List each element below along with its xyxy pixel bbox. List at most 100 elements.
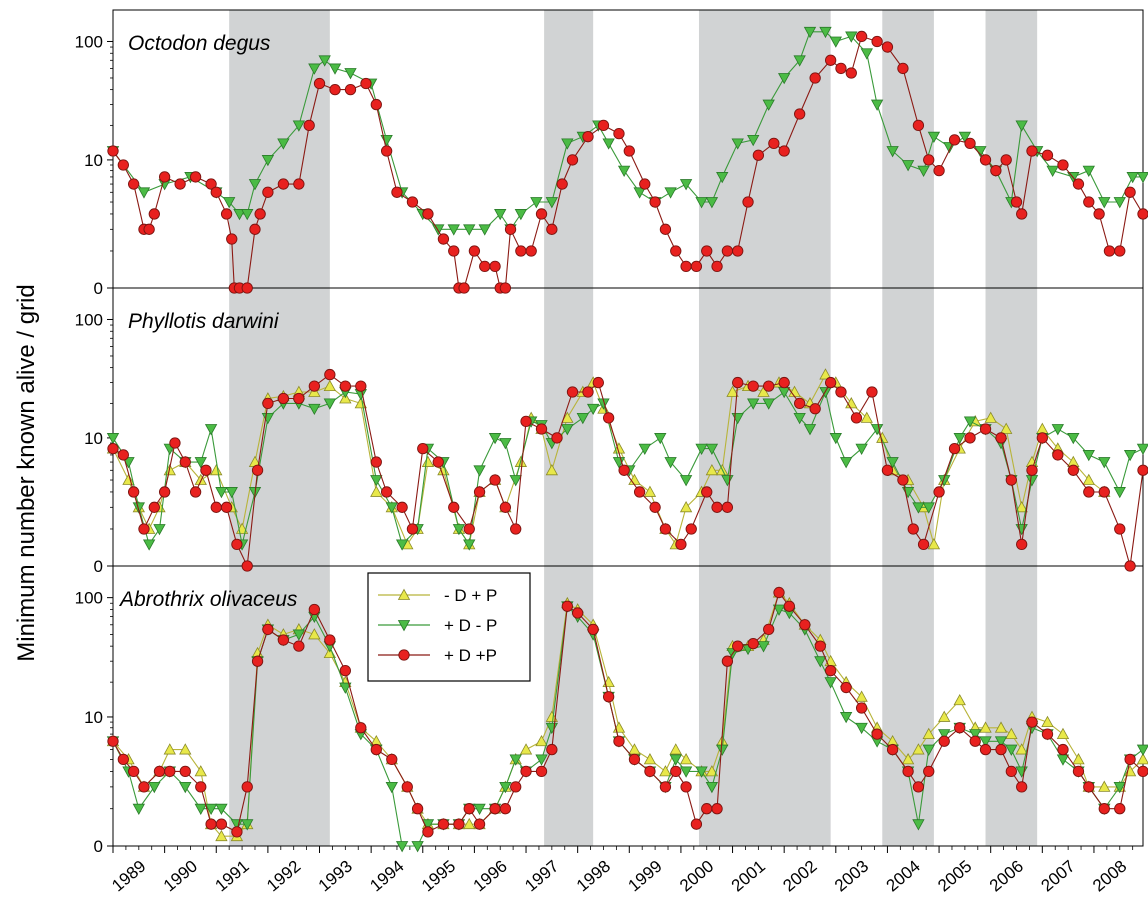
data-point [561,138,574,150]
data-point [514,209,528,221]
data-point [716,172,729,184]
data-point [313,77,326,90]
data-point [535,423,548,435]
data-point [963,416,977,428]
data-point [370,485,383,497]
data-point [659,223,672,235]
data-point [360,77,372,90]
data-point [277,138,290,150]
data-point [917,165,930,177]
data-point [933,164,945,177]
data-point [572,607,584,619]
data-point [138,523,150,535]
data-point [592,376,604,389]
legend-label: + D - P [444,616,497,635]
data-point [814,640,826,652]
data-point [422,826,434,838]
data-point [397,620,411,632]
data-point [494,209,507,221]
data-point [293,640,305,652]
data-point [163,743,176,755]
data-point [241,282,253,294]
data-point [215,818,228,830]
data-point [396,501,408,513]
y-tick-label: 0 [94,837,103,856]
data-point [1098,780,1111,792]
data-point [395,841,409,853]
y-tick-label: 0 [94,557,103,576]
data-point [241,781,253,793]
x-tick-label: 2005 [934,857,975,896]
panel-title: Octodon degus [128,32,271,55]
x-tick-label: 1994 [366,857,407,896]
data-point [772,604,786,616]
x-tick-label: 1989 [108,857,149,896]
data-point [200,464,212,476]
data-point [747,398,760,410]
data-point [535,208,548,220]
data-point [1051,424,1064,436]
data-point [220,501,233,513]
data-point [510,781,522,793]
data-point [520,765,532,778]
data-point [1082,473,1095,485]
data-point [222,197,236,209]
data-point [886,146,899,158]
data-point [799,619,811,631]
data-point [1041,715,1054,727]
data-point [277,634,290,646]
data-point [261,155,275,167]
data-point [241,209,254,221]
data-point [835,386,847,398]
data-point [535,734,548,747]
data-point [829,433,842,445]
data-point [582,131,594,143]
data-point [602,412,615,424]
data-point [670,765,682,778]
data-point [1056,727,1070,739]
data-point [794,108,806,120]
data-point [251,655,264,667]
data-point [406,196,419,208]
data-point [639,178,651,190]
data-point [339,682,352,694]
data-point [814,656,827,668]
data-point [732,640,744,652]
data-point [142,539,156,551]
data-point [354,397,367,409]
data-point [881,41,894,53]
data-point [701,803,713,815]
data-point [721,245,734,257]
data-point [158,486,171,498]
data-point [679,766,693,778]
data-point [902,765,914,778]
data-point [463,803,475,815]
data-point [262,623,274,636]
data-point [479,260,491,272]
data-series [106,26,1148,853]
y-tick-label: 10 [84,708,103,727]
data-point [395,539,409,551]
data-point [1093,208,1105,220]
data-point [845,31,858,43]
x-tick-label: 1992 [263,857,304,896]
data-point [576,413,590,425]
data-point [839,457,853,469]
data-point [679,500,693,513]
data-point [473,803,486,816]
data-point [845,67,857,79]
data-point [1016,538,1028,550]
data-point [546,743,558,756]
legend-label: - D + P [444,586,497,605]
data-point [597,119,610,132]
x-tick-label: 1999 [624,857,665,896]
axes [107,9,1144,853]
data-point [721,501,734,513]
data-point [747,135,760,147]
data-point [525,245,537,257]
x-tick-label: 1995 [418,857,459,896]
data-point [659,765,672,777]
data-point [489,803,501,815]
data-point [254,208,266,220]
data-point [623,145,635,157]
